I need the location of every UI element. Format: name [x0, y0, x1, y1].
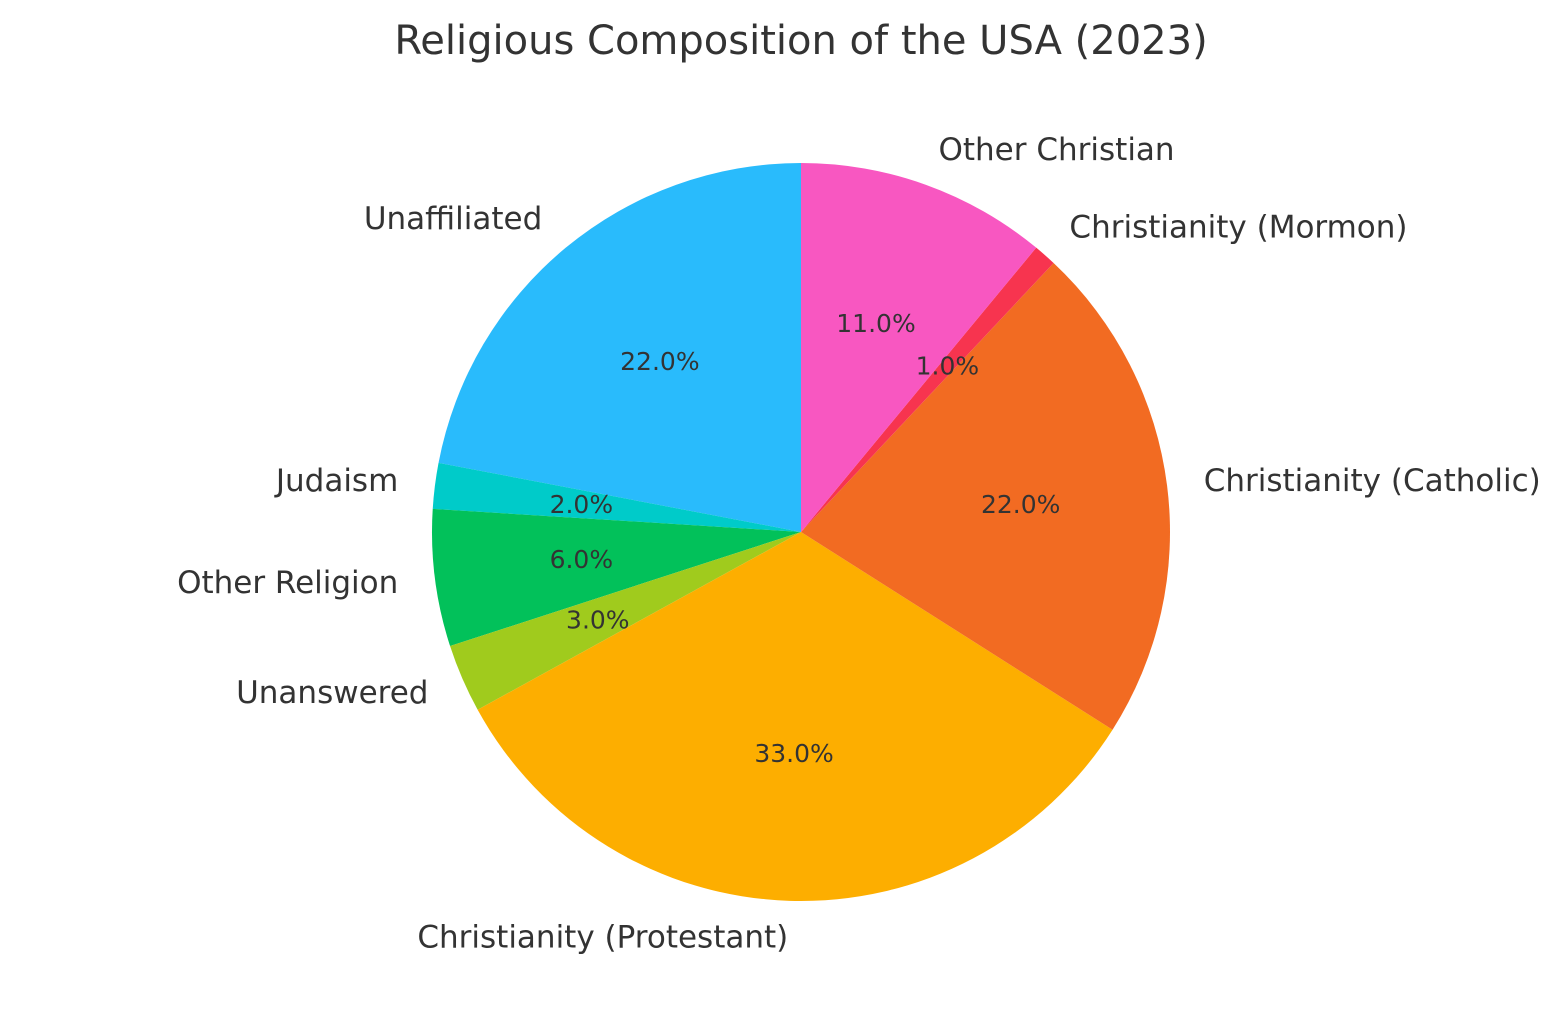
slice-percent-other-christian: 11.0%: [836, 309, 915, 338]
pie-slice-other-religion: [432, 508, 801, 647]
slice-percent-christianity-mormon: 1.0%: [916, 351, 980, 380]
slice-percent-other-religion: 6.0%: [550, 545, 614, 574]
pie-slice-judaism: [432, 462, 801, 532]
slice-label-other-religion: Other Religion: [177, 565, 398, 601]
slice-label-christianity-catholic: Christianity (Catholic): [1204, 463, 1541, 499]
pie-slice-unanswered: [450, 532, 801, 710]
pie-slice-christianity-mormon: [801, 247, 1054, 533]
percentage-labels: 22.0% 2.0% 6.0% 3.0% 33.0% 22.0% 1.0%11.0%: [550, 309, 1061, 768]
slice-percent-unaffiliated: 22.0%: [620, 347, 699, 376]
slice-label-christianity-protestant: Christianity (Protestant): [417, 920, 788, 956]
slice-percent-judaism: 2.0%: [550, 490, 614, 519]
pie-slices: [432, 163, 1170, 902]
category-labels: Unaffiliated Judaism Other Religion Unanswe…: [177, 132, 1541, 956]
slice-label-christianity-mormon: Christianity (Mormon): [1069, 210, 1407, 246]
slice-percent-christianity-catholic: 22.0%: [981, 490, 1060, 519]
slice-label-unaffiliated: Unaffiliated: [364, 201, 542, 237]
pie-slice-other-christian: [801, 163, 1037, 532]
slice-percent-unanswered: 3.0%: [566, 605, 630, 634]
slice-percent-christianity-protestant: 33.0%: [754, 739, 833, 768]
slice-label-judaism: Judaism: [274, 463, 398, 499]
pie-slice-christianity-catholic: [801, 263, 1170, 730]
pie-slice-unaffiliated: [438, 163, 801, 532]
chart-title: Religious Composition of the USA (2023): [394, 18, 1207, 64]
slice-label-other-christian: Other Christian: [938, 132, 1174, 168]
slice-label-unanswered: Unanswered: [236, 675, 428, 711]
pie-slice-christianity-protestant: [477, 532, 1113, 902]
